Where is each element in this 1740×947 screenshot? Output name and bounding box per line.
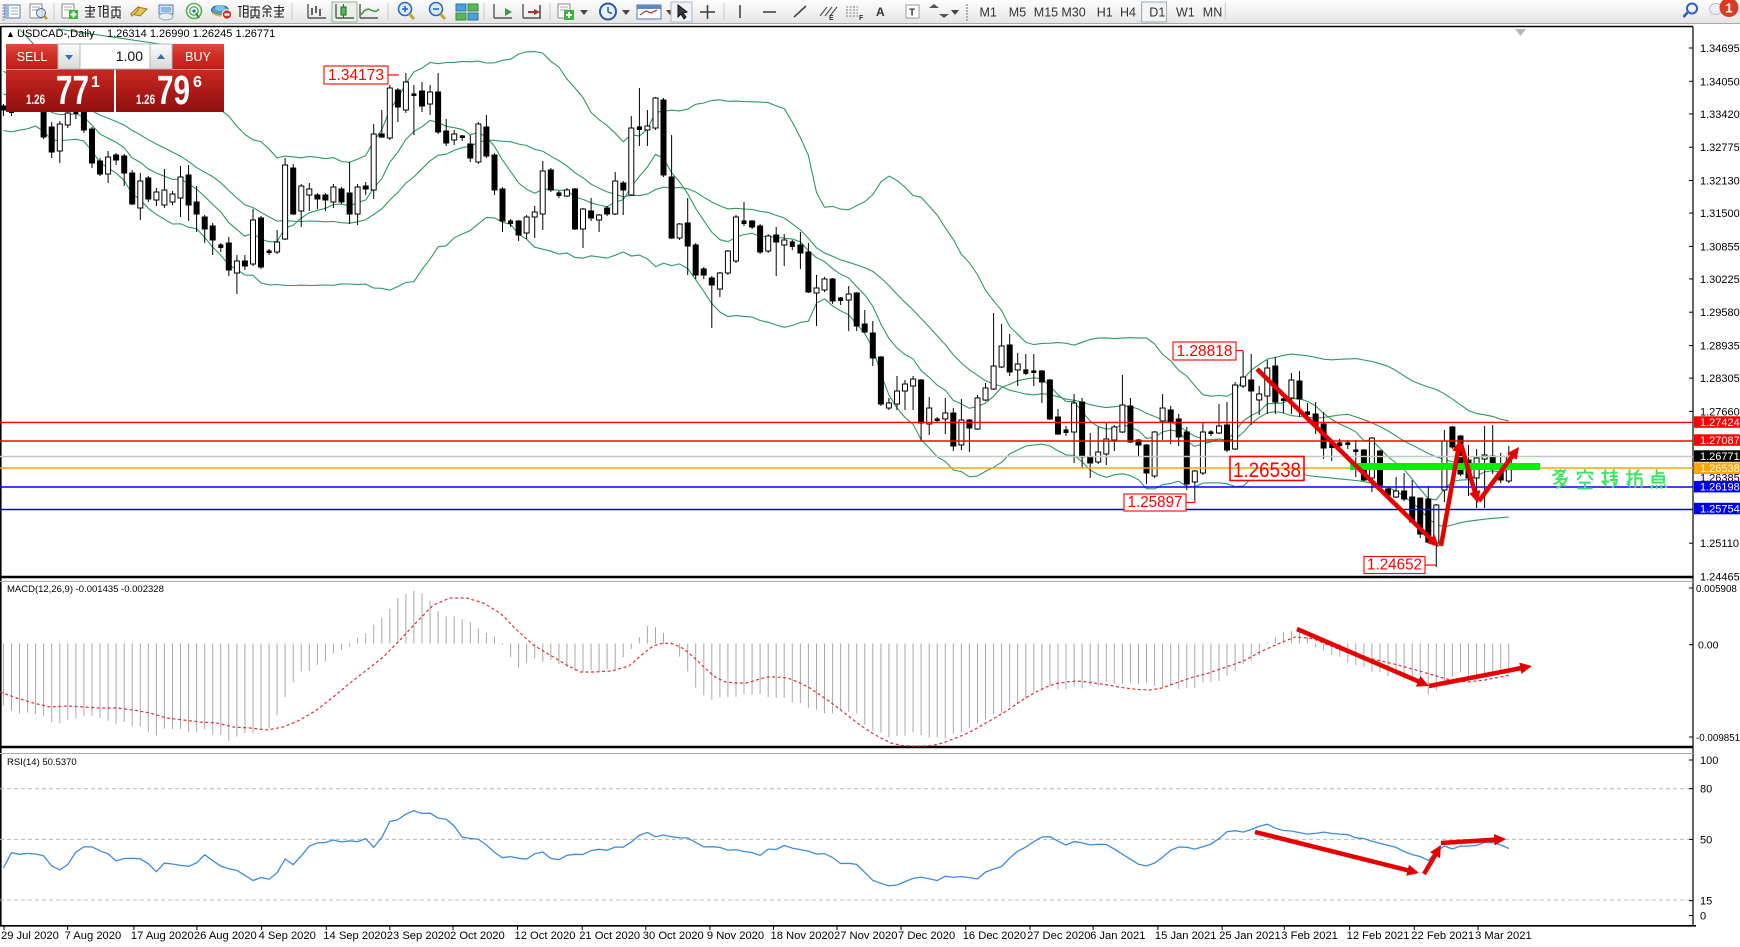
- svg-text:1.34695: 1.34695: [1700, 43, 1740, 55]
- svg-text:6: 6: [193, 74, 202, 91]
- svg-text:15 Jan 2021: 15 Jan 2021: [1155, 930, 1217, 942]
- svg-text:1.28305: 1.28305: [1700, 373, 1740, 385]
- svg-text:50: 50: [1700, 834, 1712, 846]
- svg-text:25 Jan 2021: 25 Jan 2021: [1219, 930, 1281, 942]
- svg-text:15: 15: [1700, 896, 1712, 908]
- svg-text:77: 77: [56, 67, 89, 113]
- svg-text:1.28818: 1.28818: [1177, 343, 1233, 360]
- svg-text:1.34050: 1.34050: [1700, 76, 1740, 88]
- svg-text:D1: D1: [1149, 6, 1165, 20]
- svg-text:1: 1: [91, 74, 100, 91]
- svg-text:1.30225: 1.30225: [1700, 274, 1740, 286]
- svg-text:▲: ▲: [6, 29, 15, 39]
- svg-text:1.26314 1.26990 1.26245 1.2677: 1.26314 1.26990 1.26245 1.26771: [107, 28, 275, 40]
- svg-text:A: A: [876, 5, 885, 19]
- svg-text:1.26771: 1.26771: [1700, 451, 1740, 463]
- svg-text:1.27424: 1.27424: [1700, 417, 1740, 429]
- svg-text:-0.009851: -0.009851: [1696, 733, 1740, 744]
- svg-text:30 Oct 2020: 30 Oct 2020: [643, 930, 704, 942]
- svg-text:1.26538: 1.26538: [1233, 459, 1301, 482]
- svg-text:26 Aug 2020: 26 Aug 2020: [194, 930, 257, 942]
- svg-text:W1: W1: [1176, 6, 1195, 20]
- svg-text:29 Jul 2020: 29 Jul 2020: [1, 930, 59, 942]
- svg-text:MN: MN: [1203, 6, 1222, 20]
- svg-text:M15: M15: [1034, 6, 1058, 20]
- svg-text:1.27087: 1.27087: [1700, 435, 1740, 447]
- svg-text:1.34173: 1.34173: [328, 67, 384, 84]
- svg-text:0: 0: [1700, 911, 1706, 923]
- svg-text:23 Sep 2020: 23 Sep 2020: [387, 930, 450, 942]
- svg-text:3 Feb 2021: 3 Feb 2021: [1281, 930, 1338, 942]
- svg-text:80: 80: [1700, 784, 1712, 796]
- svg-text:9 Nov 2020: 9 Nov 2020: [707, 930, 764, 942]
- svg-text:12 Feb 2021: 12 Feb 2021: [1347, 930, 1410, 942]
- svg-text:3 Mar 2021: 3 Mar 2021: [1475, 930, 1532, 942]
- svg-text:MACD(12,26,9) -0.001435 -0.002: MACD(12,26,9) -0.001435 -0.002328: [7, 584, 164, 595]
- svg-text:1.28935: 1.28935: [1700, 341, 1740, 353]
- svg-text:1: 1: [1725, 1, 1732, 16]
- svg-text:H1: H1: [1097, 6, 1113, 20]
- svg-text:1.32130: 1.32130: [1700, 176, 1740, 188]
- svg-text:1.31500: 1.31500: [1700, 208, 1740, 220]
- svg-text:1.25110: 1.25110: [1700, 538, 1739, 550]
- svg-text:E: E: [829, 15, 834, 22]
- svg-text:16 Dec 2020: 16 Dec 2020: [963, 930, 1026, 942]
- svg-text:18 Nov 2020: 18 Nov 2020: [771, 930, 834, 942]
- svg-text:0.005908: 0.005908: [1696, 584, 1737, 595]
- svg-text:F: F: [859, 15, 864, 22]
- svg-text:7 Aug 2020: 7 Aug 2020: [65, 930, 122, 942]
- svg-text:M30: M30: [1061, 6, 1085, 20]
- svg-text:1.25897: 1.25897: [1128, 494, 1183, 511]
- svg-text:7 Dec 2020: 7 Dec 2020: [898, 930, 955, 942]
- svg-text:14 Sep 2020: 14 Sep 2020: [323, 930, 386, 942]
- svg-text:1.29580: 1.29580: [1700, 307, 1740, 319]
- svg-text:12 Oct 2020: 12 Oct 2020: [515, 930, 576, 942]
- svg-text:27 Dec 2020: 27 Dec 2020: [1027, 930, 1090, 942]
- svg-text:100: 100: [1700, 755, 1718, 767]
- svg-text:RSI(14) 50.5370: RSI(14) 50.5370: [7, 757, 77, 768]
- svg-text:BUY: BUY: [185, 50, 211, 64]
- svg-text:17 Aug 2020: 17 Aug 2020: [131, 930, 194, 942]
- svg-text:1.33420: 1.33420: [1700, 109, 1740, 121]
- svg-text:1.26198: 1.26198: [1700, 482, 1740, 494]
- svg-text:H4: H4: [1120, 6, 1136, 20]
- svg-text:6 Jan 2021: 6 Jan 2021: [1090, 930, 1145, 942]
- svg-text:M1: M1: [980, 6, 997, 20]
- svg-text:4 Sep 2020: 4 Sep 2020: [259, 930, 316, 942]
- svg-text:SELL: SELL: [17, 50, 48, 64]
- svg-text:1.00: 1.00: [116, 48, 143, 64]
- svg-text:1.24652: 1.24652: [1367, 557, 1422, 574]
- svg-text:1.25754: 1.25754: [1700, 504, 1740, 516]
- svg-text:2 Oct 2020: 2 Oct 2020: [450, 930, 505, 942]
- svg-text:T: T: [909, 8, 915, 19]
- svg-text:1.32775: 1.32775: [1700, 142, 1740, 154]
- svg-text:0.00: 0.00: [1698, 640, 1719, 652]
- svg-text:1.26: 1.26: [26, 91, 45, 107]
- svg-text:22 Feb 2021: 22 Feb 2021: [1411, 930, 1474, 942]
- svg-text:79: 79: [157, 67, 190, 113]
- svg-text:1.30855: 1.30855: [1700, 241, 1740, 253]
- svg-text:M5: M5: [1009, 6, 1026, 20]
- svg-text:USDCAD-,Daily: USDCAD-,Daily: [17, 28, 95, 40]
- svg-text:1.26: 1.26: [136, 91, 155, 107]
- svg-text:27 Nov 2020: 27 Nov 2020: [834, 930, 897, 942]
- svg-text:21 Oct 2020: 21 Oct 2020: [579, 930, 640, 942]
- svg-text:1.26538: 1.26538: [1700, 463, 1740, 475]
- svg-text:1.27660: 1.27660: [1700, 406, 1740, 418]
- svg-text:1.24465: 1.24465: [1700, 572, 1740, 584]
